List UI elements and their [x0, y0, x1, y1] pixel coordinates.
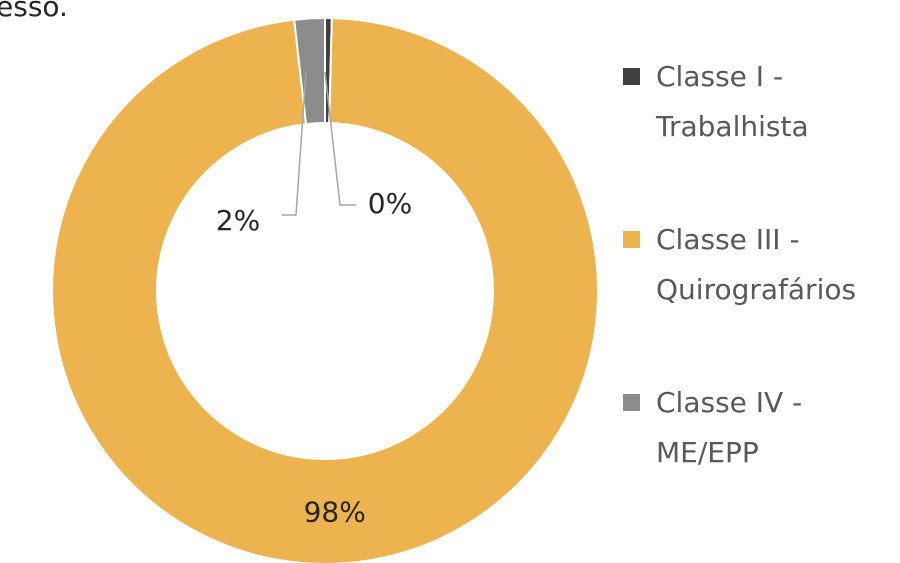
legend-swatch [623, 68, 640, 85]
leader-line [324, 71, 356, 206]
data-label: 0% [368, 187, 412, 220]
legend-label: Classe IV - ME/EPP [656, 386, 803, 469]
legend-entry: Classe I - Trabalhista [620, 52, 880, 152]
leader-line [282, 71, 307, 216]
legend-label: Classe I - Trabalhista [656, 60, 809, 143]
legend-entry: Classe III - Quirografários [620, 215, 880, 315]
data-label: 2% [216, 204, 260, 237]
slices [51, 16, 599, 563]
legend-label: Classe III - Quirografários [656, 223, 857, 306]
legend-swatch [623, 231, 640, 248]
data-label: 98% [304, 495, 366, 528]
legend-swatch [623, 394, 640, 411]
slice [51, 17, 599, 563]
legend-entry: Classe IV - ME/EPP [620, 378, 880, 478]
chart-title: esso. [0, 0, 68, 23]
slice [293, 16, 326, 126]
